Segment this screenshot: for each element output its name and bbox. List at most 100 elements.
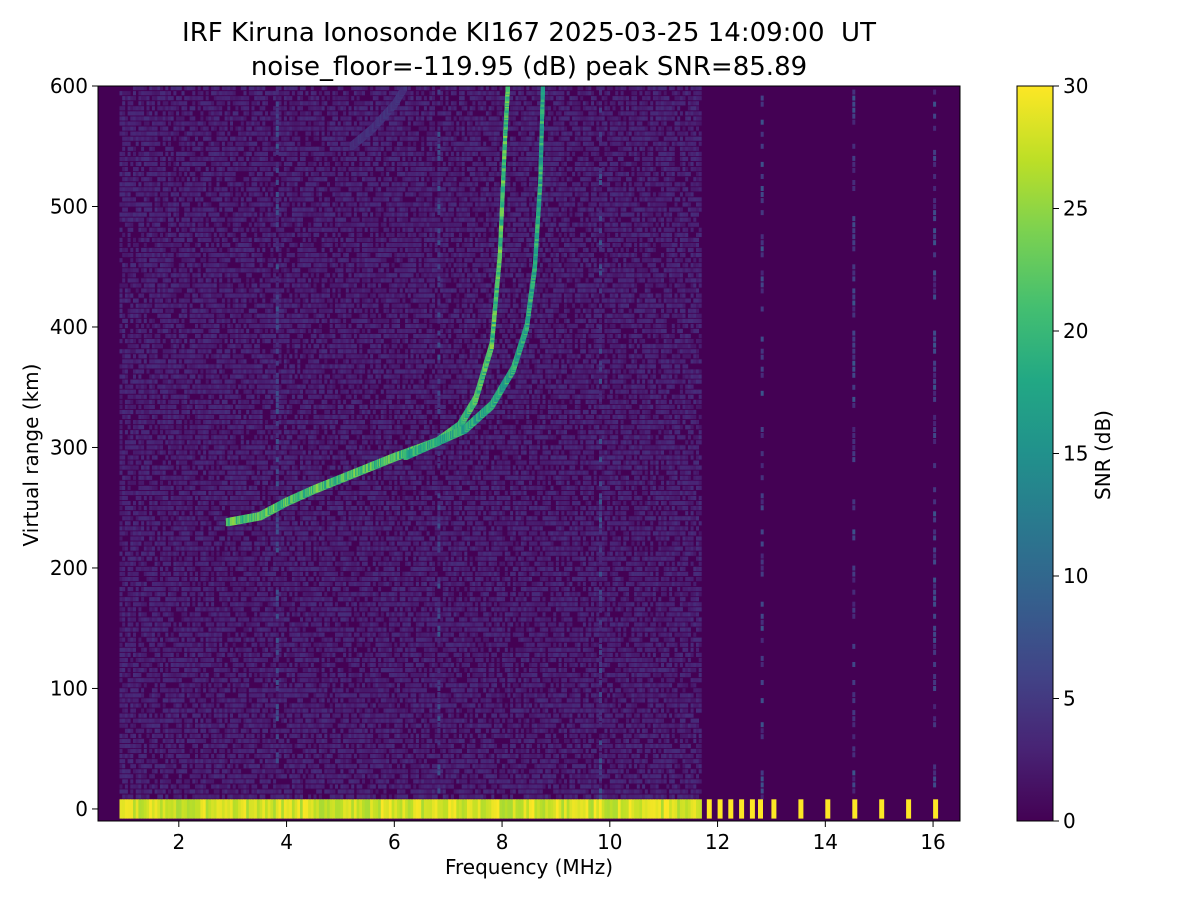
noise-cell <box>233 248 236 252</box>
noise-cell <box>241 602 244 606</box>
noise-cell <box>160 663 163 667</box>
noise-cell <box>128 516 131 520</box>
noise-cell <box>176 455 179 459</box>
noise-cell <box>211 734 214 738</box>
noise-cell <box>206 127 209 131</box>
noise-cell <box>219 137 222 141</box>
noise-cell <box>168 121 171 125</box>
noise-cell <box>136 693 139 697</box>
noise-cell <box>130 187 133 191</box>
noise-cell <box>214 354 217 358</box>
noise-cell <box>163 167 166 171</box>
noise-cell <box>227 329 230 333</box>
noise-cell <box>152 445 155 449</box>
noise-cell <box>233 238 236 242</box>
noise-cell <box>179 197 182 201</box>
noise-cell <box>211 597 214 601</box>
noise-cell <box>120 486 123 490</box>
noise-cell <box>136 268 139 272</box>
noise-cell <box>233 754 236 758</box>
noise-cell <box>187 405 190 409</box>
noise-cell <box>128 152 131 156</box>
noise-cell <box>160 602 163 606</box>
noise-cell <box>192 142 195 146</box>
noise-cell <box>217 491 220 495</box>
noise-cell <box>233 157 236 161</box>
noise-cell <box>130 157 133 161</box>
noise-cell <box>217 612 220 616</box>
noise-cell <box>198 461 201 465</box>
noise-cell <box>122 516 125 520</box>
noise-cell <box>173 339 176 343</box>
noise-cell <box>184 445 187 449</box>
noise-cell <box>157 587 160 591</box>
noise-cell <box>141 450 144 454</box>
noise-cell <box>163 420 166 424</box>
noise-cell <box>214 223 217 227</box>
noise-cell <box>157 658 160 662</box>
noise-cell <box>211 228 214 232</box>
noise-cell <box>233 673 236 677</box>
noise-cell <box>198 759 201 763</box>
noise-cell <box>168 400 171 404</box>
noise-cell <box>133 369 136 373</box>
noise-cell <box>173 187 176 191</box>
noise-cell <box>128 314 131 318</box>
noise-cell <box>230 562 233 566</box>
noise-cell <box>128 461 131 465</box>
noise-cell <box>195 668 198 672</box>
noise-cell <box>244 582 247 586</box>
noise-cell <box>208 364 211 368</box>
noise-cell <box>136 218 139 222</box>
noise-cell <box>238 526 241 530</box>
noise-cell <box>149 709 152 713</box>
noise-cell <box>130 182 133 186</box>
noise-cell <box>187 253 190 257</box>
noise-cell <box>171 192 174 196</box>
noise-cell <box>235 536 238 540</box>
noise-cell <box>163 719 166 723</box>
noise-cell <box>179 385 182 389</box>
noise-cell <box>155 562 158 566</box>
noise-cell <box>130 116 133 120</box>
noise-cell <box>227 612 230 616</box>
noise-cell <box>168 304 171 308</box>
noise-cell <box>152 734 155 738</box>
noise-cell <box>141 739 144 743</box>
noise-cell <box>160 132 163 136</box>
noise-cell <box>198 511 201 515</box>
noise-cell <box>144 405 147 409</box>
noise-cell <box>141 501 144 505</box>
noise-cell <box>157 283 160 287</box>
noise-cell <box>155 278 158 282</box>
noise-cell <box>138 400 141 404</box>
noise-cell <box>176 709 179 713</box>
noise-cell <box>203 415 206 419</box>
noise-cell <box>235 334 238 338</box>
noise-cell <box>222 784 225 788</box>
noise-cell <box>187 587 190 591</box>
noise-cell <box>179 491 182 495</box>
noise-cell <box>160 557 163 561</box>
noise-cell <box>214 491 217 495</box>
noise-cell <box>187 248 190 252</box>
noise-cell <box>244 628 247 632</box>
noise-cell <box>141 481 144 485</box>
noise-cell <box>171 111 174 115</box>
noise-cell <box>233 774 236 778</box>
noise-cell <box>173 577 176 581</box>
noise-cell <box>225 673 228 677</box>
noise-cell <box>165 516 168 520</box>
noise-cell <box>171 698 174 702</box>
noise-cell <box>149 116 152 120</box>
noise-cell <box>211 309 214 313</box>
noise-cell <box>241 531 244 535</box>
noise-cell <box>130 334 133 338</box>
noise-cell <box>214 364 217 368</box>
noise-cell <box>171 309 174 313</box>
noise-cell <box>176 410 179 414</box>
noise-cell <box>179 703 182 707</box>
noise-cell <box>190 106 193 110</box>
noise-cell <box>198 410 201 414</box>
noise-cell <box>200 501 203 505</box>
